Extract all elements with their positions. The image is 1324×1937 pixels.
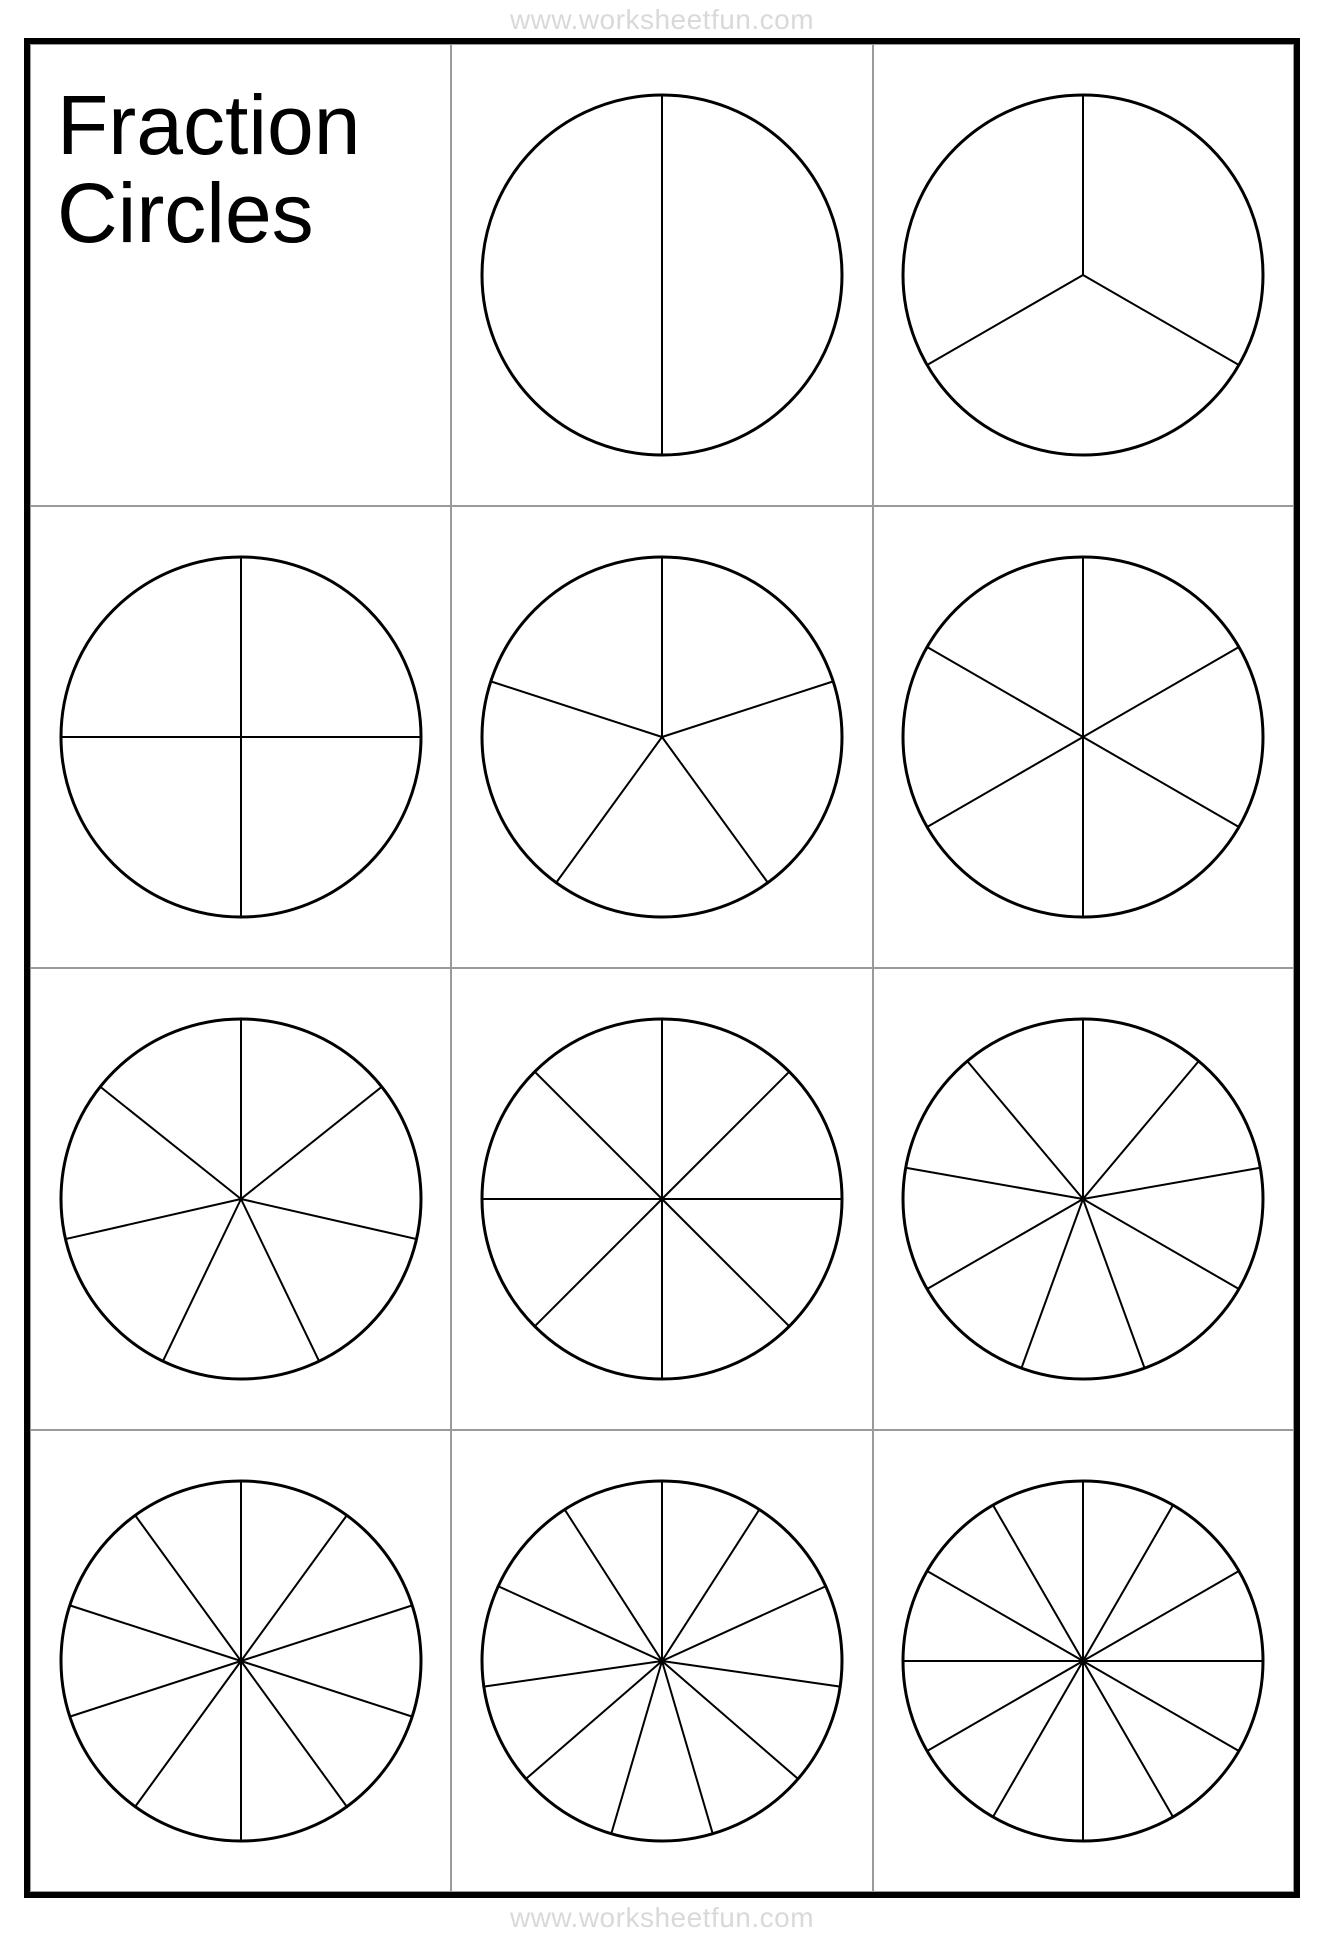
circle-12-icon [898,1476,1268,1846]
circle-5-icon [477,552,847,922]
circle-4-icon [56,552,426,922]
fraction-circle-7 [30,968,451,1430]
fraction-circle-6 [873,506,1294,968]
circle-6-icon [898,552,1268,922]
circle-11-icon [477,1476,847,1846]
circle-8-icon [477,1014,847,1384]
circle-10-icon [56,1476,426,1846]
circle-7-icon [56,1014,426,1384]
fraction-circle-9 [873,968,1294,1430]
fraction-circle-3 [873,44,1294,506]
fraction-circle-8 [451,968,872,1430]
circle-9-icon [898,1014,1268,1384]
circle-3-icon [898,90,1268,460]
title-cell: FractionCircles [30,44,451,506]
fraction-circle-10 [30,1430,451,1892]
fraction-circle-5 [451,506,872,968]
worksheet-page: www.worksheetfun.com FractionCircles www… [0,0,1324,1936]
worksheet-title: FractionCircles [57,81,360,257]
watermark-bottom: www.worksheetfun.com [0,1898,1324,1936]
fraction-circle-2 [451,44,872,506]
fraction-circle-4 [30,506,451,968]
watermark-top: www.worksheetfun.com [0,0,1324,38]
fraction-circle-12 [873,1430,1294,1892]
fraction-circle-11 [451,1430,872,1892]
title-line-2: Circles [57,169,360,257]
circle-2-icon [477,90,847,460]
title-line-1: Fraction [57,81,360,169]
worksheet-frame: FractionCircles [24,38,1300,1898]
